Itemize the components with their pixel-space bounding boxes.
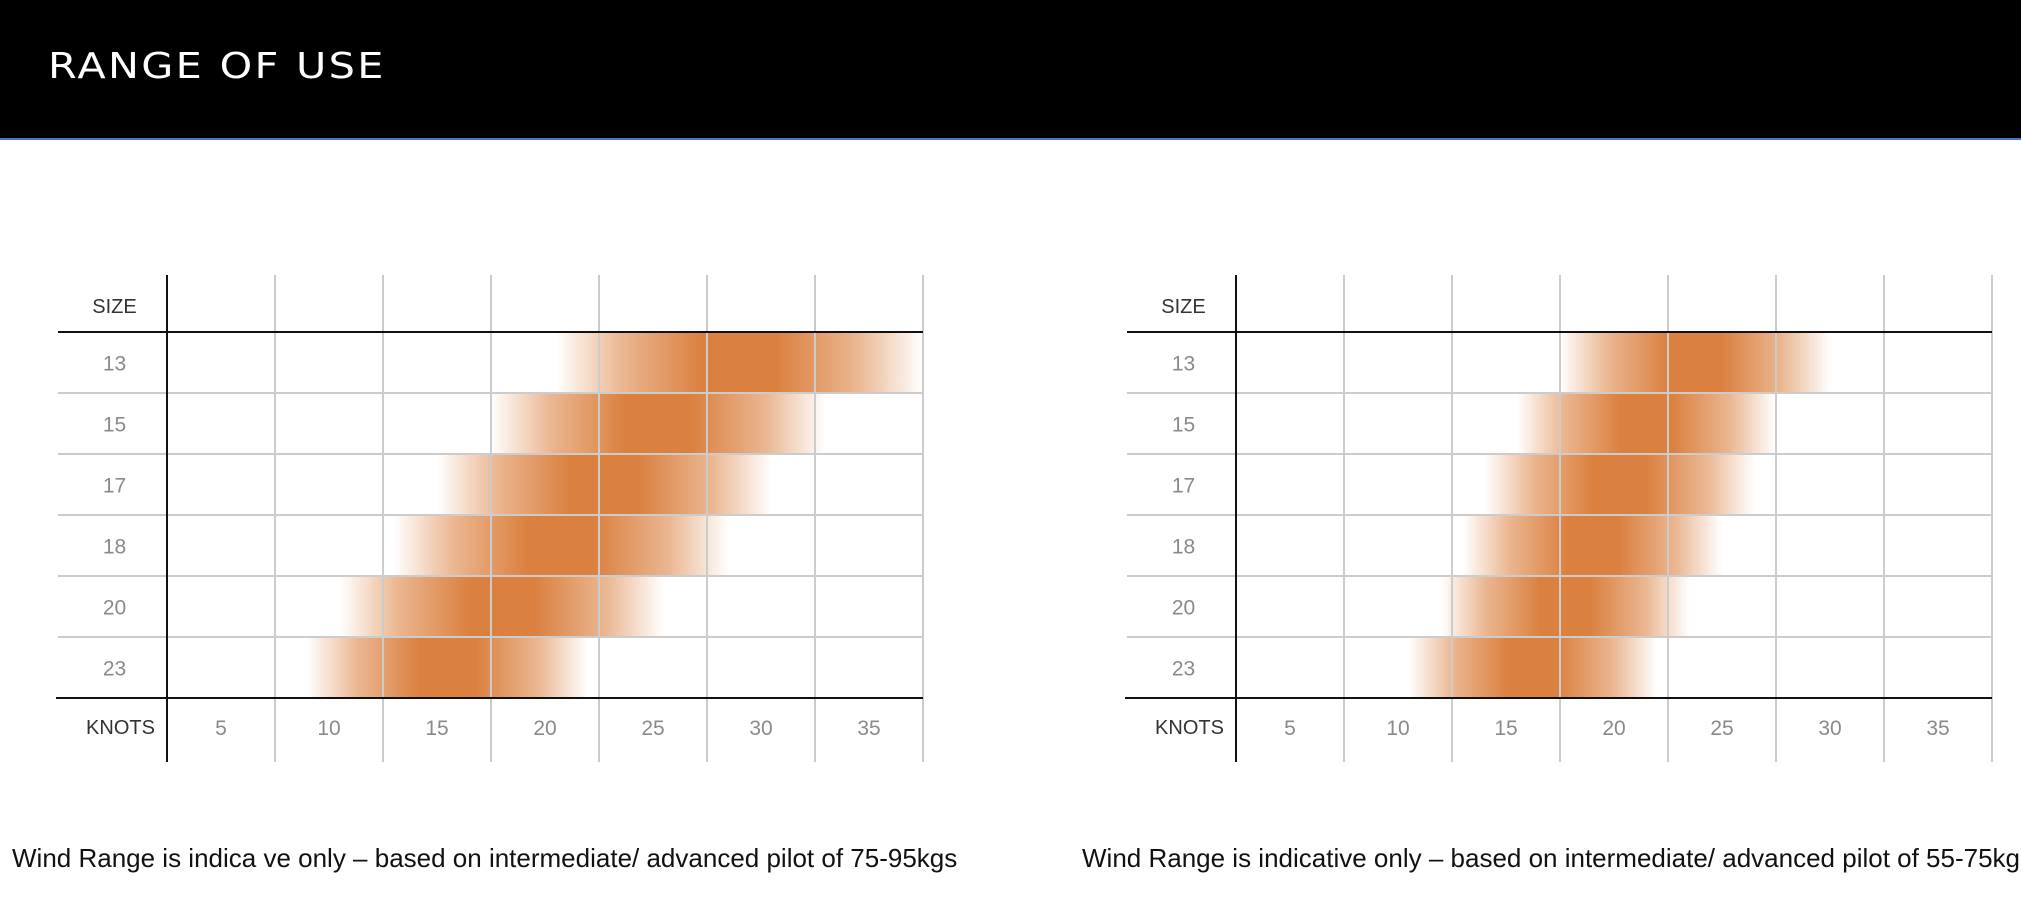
header-bar: RANGE OF USE [0, 0, 2021, 140]
range-band-18 [1462, 516, 1722, 575]
range-band-17 [1484, 455, 1755, 514]
knots-axis-label: KNOTS [1155, 717, 1224, 739]
size-label: 20 [103, 597, 126, 620]
knot-tick-label: 30 [749, 717, 772, 740]
range-band-20 [1441, 577, 1690, 636]
size-label: 18 [103, 536, 126, 559]
knot-tick-label: 10 [1386, 717, 1409, 740]
range-band-18 [393, 516, 729, 575]
size-header-label: SIZE [92, 296, 136, 318]
size-label: 13 [103, 353, 126, 376]
knot-tick-label: 35 [1926, 717, 1949, 740]
knot-tick-label: 25 [1710, 717, 1733, 740]
page-title: RANGE OF USE [48, 46, 386, 87]
caption-right: Wind Range is indicative only – based on… [1082, 843, 2021, 873]
size-label: 17 [103, 475, 126, 498]
range-chart-left: SIZE 13 15 17 18 20 23 KNOTS 5 10 15 20 25 30 35 [56, 275, 924, 762]
range-band-23 [1408, 638, 1658, 697]
range-band-15 [491, 394, 826, 453]
knot-tick-label: 5 [215, 717, 227, 740]
size-label: 23 [103, 658, 126, 681]
knot-tick-label: 5 [1284, 717, 1296, 740]
knot-tick-label: 35 [857, 717, 880, 740]
range-band-15 [1516, 394, 1776, 453]
knot-tick-label: 20 [1602, 717, 1625, 740]
range-chart-right: SIZE 13 15 17 18 20 23 KNOTS 5 10 15 20 25 30 35 [1125, 275, 1993, 762]
size-label: 17 [1172, 475, 1195, 498]
knot-tick-label: 30 [1818, 717, 1841, 740]
size-label: 13 [1172, 353, 1195, 376]
range-band-23 [307, 638, 589, 697]
size-label: 15 [103, 414, 126, 437]
knot-tick-label: 25 [641, 717, 664, 740]
size-label: 18 [1172, 536, 1195, 559]
range-band-20 [339, 577, 664, 636]
knot-tick-label: 15 [1494, 717, 1517, 740]
knot-tick-label: 10 [317, 717, 340, 740]
size-header-label: SIZE [1161, 296, 1205, 318]
range-band-13 [1560, 333, 1830, 392]
size-label: 20 [1172, 597, 1195, 620]
size-label: 23 [1172, 658, 1195, 681]
range-band-17 [437, 455, 772, 514]
range-band-13 [555, 333, 923, 392]
knots-axis-label: KNOTS [86, 717, 155, 739]
size-label: 15 [1172, 414, 1195, 437]
knot-tick-label: 20 [533, 717, 556, 740]
knot-tick-label: 15 [425, 717, 448, 740]
caption-left: Wind Range is indica ve only – based on … [12, 843, 958, 873]
